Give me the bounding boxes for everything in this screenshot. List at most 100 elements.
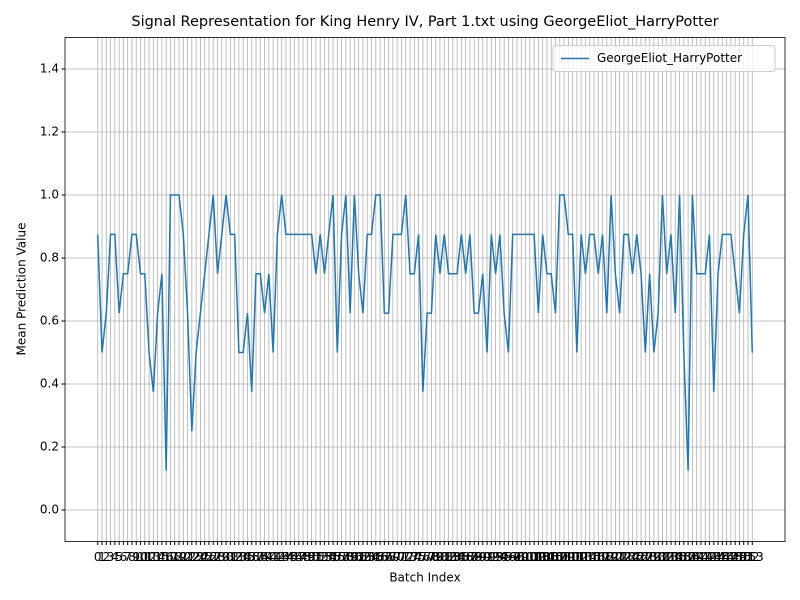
legend-box xyxy=(552,45,776,72)
x-tick-label: 7 xyxy=(124,550,132,564)
x-tick-label: 124 xyxy=(617,550,640,564)
x-tick-label: 13 xyxy=(146,550,161,564)
x-tick-label: 19 xyxy=(171,550,186,564)
x-tick-label: 48 xyxy=(295,550,310,564)
x-tick-label: 71 xyxy=(394,550,409,564)
x-tick-label: 123 xyxy=(612,550,635,564)
x-tick-label: 101 xyxy=(518,550,541,564)
x-tick-label: 42 xyxy=(270,550,285,564)
y-tick-label: 1.0 xyxy=(40,188,59,202)
x-tick-label: 40 xyxy=(261,550,276,564)
x-tick-label: 152 xyxy=(737,550,760,564)
x-tick-label: 57 xyxy=(334,550,349,564)
x-tick-label: 122 xyxy=(608,550,631,564)
x-tick-label: 136 xyxy=(668,550,691,564)
x-tick-label: 148 xyxy=(719,550,742,564)
x-tick-label: 61 xyxy=(351,550,366,564)
x-tick-label: 142 xyxy=(694,550,717,564)
x-tick-label: 49 xyxy=(300,550,315,564)
x-tick-label: 126 xyxy=(625,550,648,564)
x-tick-label: 31 xyxy=(223,550,238,564)
x-tick-label: 85 xyxy=(454,550,469,564)
x-tick-label: 115 xyxy=(578,550,601,564)
x-tick-label: 120 xyxy=(600,550,623,564)
x-tick-label: 125 xyxy=(621,550,644,564)
x-tick-label: 64 xyxy=(364,550,379,564)
x-tick-label: 1 xyxy=(98,550,106,564)
plot-frame xyxy=(64,37,786,542)
x-tick-label: 68 xyxy=(381,550,396,564)
y-tick-label: 0.0 xyxy=(40,503,59,517)
legend-label: GeorgeEliot_HarryPotter xyxy=(597,51,742,65)
x-tick-label: 33 xyxy=(231,550,246,564)
x-tick-label: 111 xyxy=(561,550,584,564)
x-tick-label: 81 xyxy=(437,550,452,564)
x-tick-label: 27 xyxy=(206,550,221,564)
x-tick-label: 147 xyxy=(715,550,738,564)
x-tick-label: 108 xyxy=(548,550,571,564)
x-tick-label: 76 xyxy=(415,550,430,564)
x-tick-label: 133 xyxy=(655,550,678,564)
x-tick-label: 53 xyxy=(317,550,332,564)
x-tick-label: 107 xyxy=(544,550,567,564)
x-tick-label: 3 xyxy=(107,550,115,564)
x-tick-label: 16 xyxy=(159,550,174,564)
x-tick-label: 119 xyxy=(595,550,618,564)
x-tick-label: 56 xyxy=(330,550,345,564)
x-tick-label: 8 xyxy=(128,550,136,564)
x-tick-label: 138 xyxy=(677,550,700,564)
x-tick-label: 153 xyxy=(741,550,764,564)
x-tick-label: 83 xyxy=(445,550,460,564)
x-tick-label: 59 xyxy=(342,550,357,564)
x-tick-label: 84 xyxy=(449,550,464,564)
plot xyxy=(96,194,754,471)
x-tick-label: 135 xyxy=(664,550,687,564)
x-tick-label: 72 xyxy=(398,550,413,564)
x-tick-label: 106 xyxy=(540,550,563,564)
x-tick-label: 20 xyxy=(176,550,191,564)
x-tick-label: 90 xyxy=(475,550,490,564)
x-tick-label: 151 xyxy=(732,550,755,564)
x-tick-label: 99 xyxy=(514,550,529,564)
x-tick-label: 41 xyxy=(265,550,280,564)
x-tick-label: 104 xyxy=(531,550,554,564)
x-tick-label: 149 xyxy=(724,550,747,564)
x-tick-label: 89 xyxy=(471,550,486,564)
x-tick-label: 130 xyxy=(642,550,665,564)
x-tick-label: 28 xyxy=(210,550,225,564)
x-tick-label: 113 xyxy=(570,550,593,564)
x-tick-label: 95 xyxy=(497,550,512,564)
x-tick-label: 96 xyxy=(501,550,516,564)
x-tick-label: 140 xyxy=(685,550,708,564)
x-tick-label: 14 xyxy=(150,550,165,564)
x-tick-label: 35 xyxy=(240,550,255,564)
y-axis-label: Mean Prediction Value xyxy=(15,223,29,356)
x-tick-label: 63 xyxy=(360,550,375,564)
x-tick-label: 97 xyxy=(505,550,520,564)
x-tick-label: 52 xyxy=(313,550,328,564)
x-tick-label: 32 xyxy=(227,550,242,564)
x-tick-label: 12 xyxy=(141,550,156,564)
x-tick-label: 137 xyxy=(672,550,695,564)
y-tick-label: 0.4 xyxy=(40,377,59,391)
grid xyxy=(65,37,785,542)
x-tick-label: 144 xyxy=(702,550,725,564)
x-tick-label: 18 xyxy=(167,550,182,564)
x-tick-label: 116 xyxy=(583,550,606,564)
x-tick-label: 73 xyxy=(402,550,417,564)
x-tick-label: 43 xyxy=(274,550,289,564)
x-tick-label: 110 xyxy=(557,550,580,564)
x-tick-label: 121 xyxy=(604,550,627,564)
x-tick-label: 23 xyxy=(188,550,203,564)
x-tick-label: 112 xyxy=(565,550,588,564)
x-tick-label: 6 xyxy=(120,550,128,564)
x-tick-label: 131 xyxy=(647,550,670,564)
x-tick-label: 143 xyxy=(698,550,721,564)
x-tick-label: 34 xyxy=(236,550,251,564)
x-tick-label: 50 xyxy=(304,550,319,564)
x-tick-label: 74 xyxy=(407,550,422,564)
x-tick-label: 118 xyxy=(591,550,614,564)
x-tick-label: 65 xyxy=(368,550,383,564)
x-tick-label: 17 xyxy=(163,550,178,564)
